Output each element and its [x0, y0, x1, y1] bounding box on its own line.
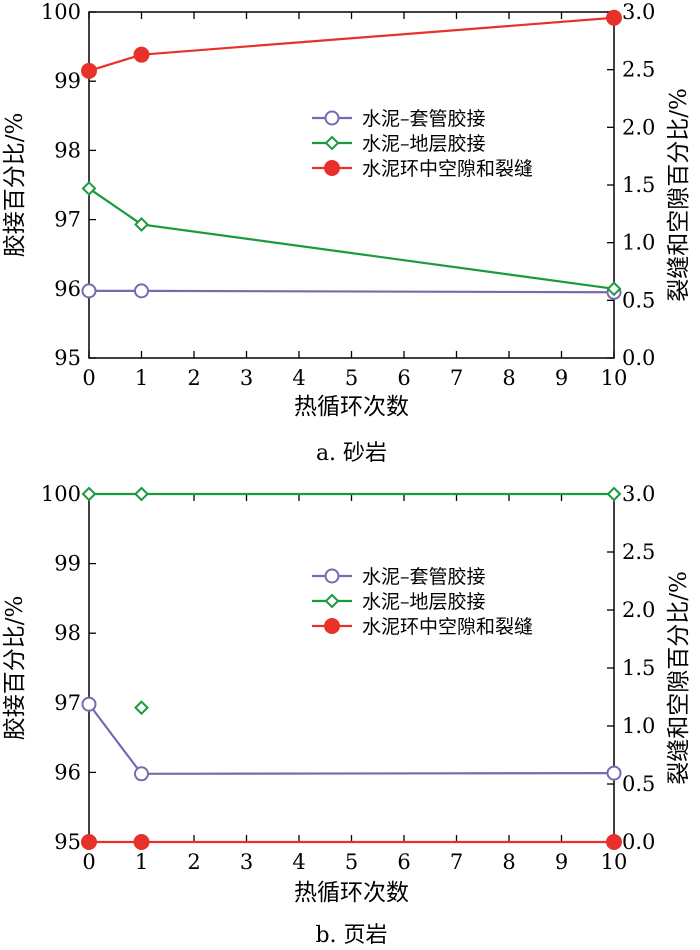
data-point-casing [81, 283, 97, 299]
y2-tick-label: 2.5 [622, 540, 655, 564]
y2-axis-label: 裂缝和空隙百分比/% [666, 571, 692, 785]
y-tick-label: 99 [54, 69, 81, 93]
legend-label-casing: 水泥–套管胶接 [362, 566, 486, 588]
data-point-formation [606, 281, 622, 297]
data-point-voids [81, 62, 97, 79]
legend-label-voids: 水泥环中空隙和裂缝 [362, 158, 533, 180]
data-point-formation [81, 486, 97, 502]
legend-marker-voids [324, 618, 340, 634]
x-tick-label: 1 [135, 850, 148, 874]
x-tick-label: 7 [450, 366, 463, 390]
data-point-formation [606, 486, 622, 502]
x-tick-label: 5 [345, 366, 358, 390]
x-tick-label: 3 [240, 850, 253, 874]
x-tick-label: 1 [135, 366, 148, 390]
x-tick-label: 10 [601, 366, 628, 390]
series-line-formation [88, 187, 615, 290]
data-point-casing [606, 765, 622, 781]
y-tick-label: 100 [41, 0, 81, 24]
y2-tick-label: 1.0 [622, 714, 655, 738]
y2-tick-label: 1.5 [622, 656, 655, 680]
y2-tick-label: 0.5 [622, 772, 655, 796]
legend-marker-formation [324, 593, 340, 609]
x-tick-label: 9 [555, 366, 568, 390]
x-tick-label: 4 [292, 366, 305, 390]
data-point-casing [81, 696, 97, 712]
y2-tick-label: 3.0 [622, 482, 655, 506]
chart-panel-a: 0 1 2 3 4 5 6 7 8 9 10 95 96 97 98 99 100 0.0 0.5 1.0 1.5 2.0… [2, 0, 692, 466]
data-point-formation [81, 181, 97, 196]
y2-tick-label: 2.5 [622, 58, 655, 82]
legend-marker-casing [324, 110, 340, 126]
y-tick-label: 96 [54, 277, 81, 301]
data-point-voids [133, 46, 150, 63]
y-axis-label: 胶接百分比/% [2, 596, 28, 741]
x-tick-label: 3 [240, 366, 253, 390]
y2-tick-label: 2.0 [622, 598, 655, 622]
legend-marker-casing [324, 568, 340, 584]
y2-tick-label: 1.5 [622, 173, 655, 197]
y2-axis-label: 裂缝和空隙百分比/% [666, 88, 692, 302]
x-tick-label: 9 [555, 850, 568, 874]
x-tick-label: 0 [82, 366, 95, 390]
y-tick-label: 99 [54, 552, 81, 576]
legend-label-formation: 水泥–地层胶接 [362, 133, 486, 155]
y2-tick-label: 0.5 [622, 288, 655, 312]
x-tick-label: 8 [502, 850, 515, 874]
x-tick-label: 8 [502, 366, 515, 390]
panel-caption: a. 砂岩 [316, 441, 387, 466]
legend-marker-voids [324, 160, 340, 176]
x-axis-label: 热循环次数 [294, 394, 409, 420]
x-tick-label: 7 [450, 850, 463, 874]
y-tick-label: 98 [54, 621, 81, 645]
plot-frame [88, 11, 615, 359]
data-point-voids [606, 9, 622, 26]
data-point-casing [134, 766, 149, 782]
series-line-casing [88, 703, 615, 775]
y2-tick-label: 3.0 [622, 0, 655, 24]
data-point-formation-stray [134, 700, 149, 716]
y2-tick-label: 0.0 [622, 346, 655, 370]
x-tick-label: 6 [397, 366, 410, 390]
x-axis-label: 热循环次数 [294, 880, 409, 906]
x-tick-label: 2 [187, 850, 200, 874]
x-tick-label: 10 [601, 850, 628, 874]
y-tick-label: 100 [41, 482, 81, 506]
x-tick-label: 4 [292, 850, 305, 874]
legend-label-casing: 水泥–套管胶接 [362, 108, 486, 130]
y-tick-label: 95 [54, 346, 81, 370]
y2-tick-label: 1.0 [622, 231, 655, 255]
series-line-casing [89, 289, 615, 294]
chart-panel-b: 0 1 2 3 4 5 6 7 8 9 10 95 96 97 98 99 100 0.0 0.5 1.0 1.5 2.0… [2, 482, 692, 948]
y-tick-label: 95 [54, 830, 81, 854]
legend-label-voids: 水泥环中空隙和裂缝 [362, 616, 533, 638]
y-tick-label: 96 [54, 760, 81, 784]
x-tick-label: 6 [397, 850, 410, 874]
plot-frame [88, 493, 615, 843]
data-point-formation [134, 486, 149, 502]
y-tick-label: 97 [54, 208, 81, 232]
legend-label-formation: 水泥–地层胶接 [362, 591, 486, 613]
data-point-voids [606, 834, 622, 850]
y2-tick-label: 2.0 [622, 115, 655, 139]
y2-tick-label: 0.0 [622, 830, 655, 854]
data-point-voids [81, 834, 97, 850]
data-point-voids [133, 834, 150, 850]
x-tick-label: 5 [345, 850, 358, 874]
legend-marker-formation [324, 135, 340, 151]
data-point-casing [134, 283, 149, 299]
y-tick-label: 98 [54, 138, 81, 162]
x-tick-label: 0 [82, 850, 95, 874]
y-axis-label: 胶接百分比/% [2, 113, 28, 258]
y-tick-label: 97 [54, 691, 81, 715]
data-point-formation [134, 217, 149, 232]
panel-caption: b. 页岩 [315, 923, 387, 948]
series-line-voids [88, 16, 615, 72]
x-tick-label: 2 [187, 366, 200, 390]
